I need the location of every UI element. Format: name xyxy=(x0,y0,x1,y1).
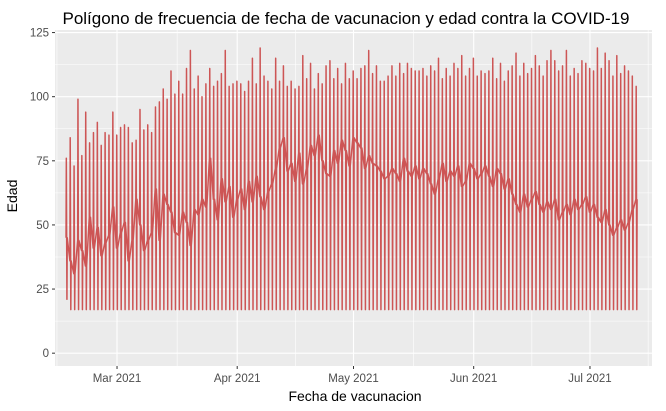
x-tick-label: May 2021 xyxy=(328,373,379,385)
x-tick-label: Apr 2021 xyxy=(214,373,261,385)
x-tick-label: Jun 2021 xyxy=(450,373,497,385)
x-tick-label: Jul 2021 xyxy=(568,373,611,385)
y-tick-label: 0 xyxy=(43,348,49,360)
chart-title: Polígono de frecuencia de fecha de vacun… xyxy=(62,9,629,28)
x-axis-label: Fecha de vacunacion xyxy=(288,388,421,404)
y-tick-label: 25 xyxy=(36,284,49,296)
y-tick-label: 75 xyxy=(36,156,49,168)
x-tick-label: Mar 2021 xyxy=(93,373,142,385)
y-tick-label: 125 xyxy=(30,28,49,40)
y-tick-label: 100 xyxy=(30,92,49,104)
y-tick-label: 50 xyxy=(36,220,49,232)
frequency-polygon-line xyxy=(65,47,638,311)
y-axis-label: Edad xyxy=(4,180,20,213)
